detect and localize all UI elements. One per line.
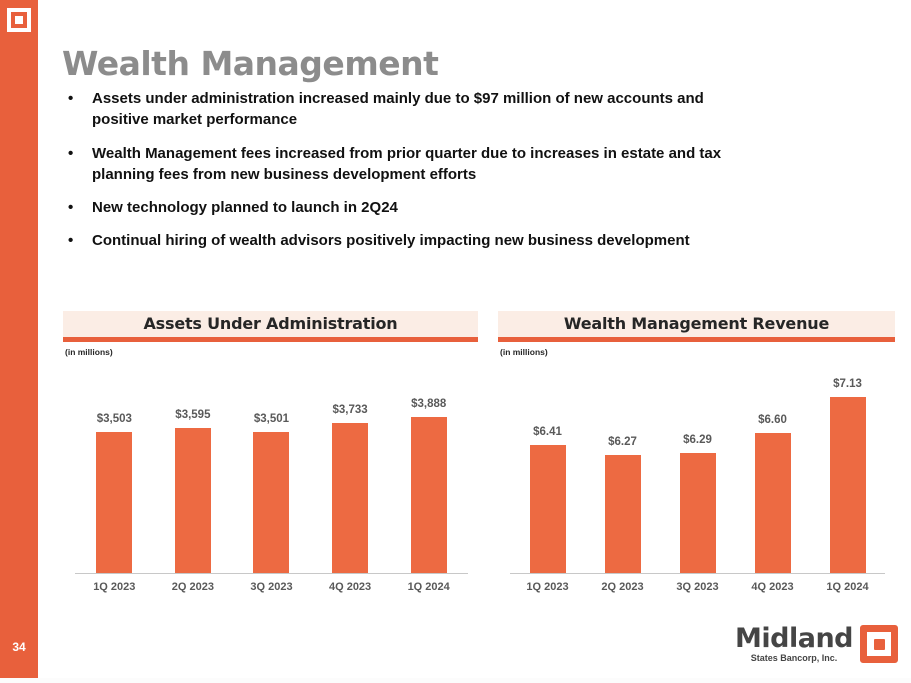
bullet-text: Wealth Management fees increased from pr… xyxy=(92,144,722,183)
bar-value-label: $6.27 xyxy=(608,436,637,448)
bullet-item: • New technology planned to launch in 2Q2… xyxy=(66,197,856,218)
chart-assets-under-administration: Assets Under Administration (in millions… xyxy=(63,311,478,593)
chart-title: Assets Under Administration xyxy=(63,311,478,342)
bar xyxy=(96,432,133,573)
bar xyxy=(332,423,369,573)
bar-column: $3,888 xyxy=(389,362,468,573)
x-axis-tick-label: 2Q 2023 xyxy=(601,581,644,593)
bar-value-label: $3,501 xyxy=(253,413,290,425)
bar-value-label: $7.13 xyxy=(833,378,862,390)
bullet-glyph: • xyxy=(68,199,74,217)
bar-column: $3,501 xyxy=(232,362,311,573)
company-square-logo-icon xyxy=(7,8,31,32)
chart-x-axis-labels: 1Q 2023 2Q 2023 3Q 2023 4Q 2023 1Q 2024 xyxy=(75,574,468,593)
bar-column: $6.27 xyxy=(585,362,660,573)
brand-square-logo-icon xyxy=(860,625,898,663)
bar-column: $6.60 xyxy=(735,362,810,573)
bar-column: $3,503 xyxy=(75,362,154,573)
x-axis-tick-label: 2Q 2023 xyxy=(171,581,214,593)
chart-title: Wealth Management Revenue xyxy=(498,311,895,342)
bar-column: $3,595 xyxy=(154,362,233,573)
page-number: 34 xyxy=(12,640,26,654)
bullet-item: • Wealth Management fees increased from p… xyxy=(66,143,856,186)
chart-plot-area: $6.41 $6.27 $6.29 $6.60 $7.13 xyxy=(510,362,885,574)
brand-text: Midland States Bancorp, Inc. xyxy=(735,625,853,663)
bar-value-label: $3,595 xyxy=(175,409,211,421)
bottom-strip xyxy=(0,678,911,683)
bullet-glyph: • xyxy=(68,90,74,107)
chart-x-axis-labels: 1Q 2023 2Q 2023 3Q 2023 4Q 2023 1Q 2024 xyxy=(510,574,885,593)
chart-plot-area: $3,503 $3,595 $3,501 $3,733 $3,888 xyxy=(75,362,468,574)
bar-column: $3,733 xyxy=(311,362,390,573)
x-axis-tick-label: 4Q 2023 xyxy=(751,581,794,593)
bullet-glyph: • xyxy=(68,232,74,250)
bar-value-label: $3,888 xyxy=(411,398,447,410)
bar-value-label: $6.60 xyxy=(758,414,787,426)
bar-column: $6.29 xyxy=(660,362,735,573)
x-axis-tick-label: 1Q 2024 xyxy=(407,581,450,593)
brand-lockup: Midland States Bancorp, Inc. xyxy=(735,625,898,663)
chart-wealth-management-revenue: Wealth Management Revenue (in millions) … xyxy=(498,311,895,593)
x-axis-tick-label: 1Q 2023 xyxy=(526,581,569,593)
bar-column: $7.13 xyxy=(810,362,885,573)
bar-column: $6.41 xyxy=(510,362,585,573)
bar xyxy=(253,432,290,573)
bar xyxy=(754,433,791,573)
bar-value-label: $3,733 xyxy=(332,404,368,416)
bullet-item: • Assets under administration increased m… xyxy=(66,88,856,131)
x-axis-tick-label: 1Q 2024 xyxy=(826,581,869,593)
bar-value-label: $3,503 xyxy=(96,413,132,425)
bar-value-label: $6.41 xyxy=(533,426,562,438)
charts-row: Assets Under Administration (in millions… xyxy=(63,311,895,593)
brand-name: Midland xyxy=(735,623,853,654)
x-axis-tick-label: 4Q 2023 xyxy=(328,581,372,593)
x-axis-tick-label: 3Q 2023 xyxy=(676,581,719,593)
slide-title: Wealth Management xyxy=(62,44,439,84)
bar-value-label: $6.29 xyxy=(683,434,712,446)
chart-units-note: (in millions) xyxy=(65,347,113,357)
bullet-text: Assets under administration increased ma… xyxy=(92,90,704,129)
bullet-glyph: • xyxy=(68,144,74,162)
bullet-list: • Assets under administration increased m… xyxy=(66,88,856,264)
brand-subtitle: States Bancorp, Inc. xyxy=(750,653,838,663)
bullet-item: • Continual hiring of wealth advisors pos… xyxy=(66,230,856,251)
bar xyxy=(829,397,866,573)
bar xyxy=(529,445,566,573)
bar xyxy=(410,417,447,573)
bar xyxy=(679,453,716,573)
x-axis-tick-label: 1Q 2023 xyxy=(93,581,136,593)
brand-logo-inner-square xyxy=(873,638,885,650)
logo-inner-square xyxy=(15,16,23,24)
x-axis-tick-label: 3Q 2023 xyxy=(250,581,293,593)
bullet-text: Continual hiring of wealth advisors posi… xyxy=(92,232,690,250)
chart-units-note: (in millions) xyxy=(500,347,548,357)
bar xyxy=(604,455,641,573)
bar xyxy=(174,428,211,573)
left-accent-rail: 34 xyxy=(0,0,38,678)
bullet-text: New technology planned to launch in 2Q24 xyxy=(92,199,398,217)
